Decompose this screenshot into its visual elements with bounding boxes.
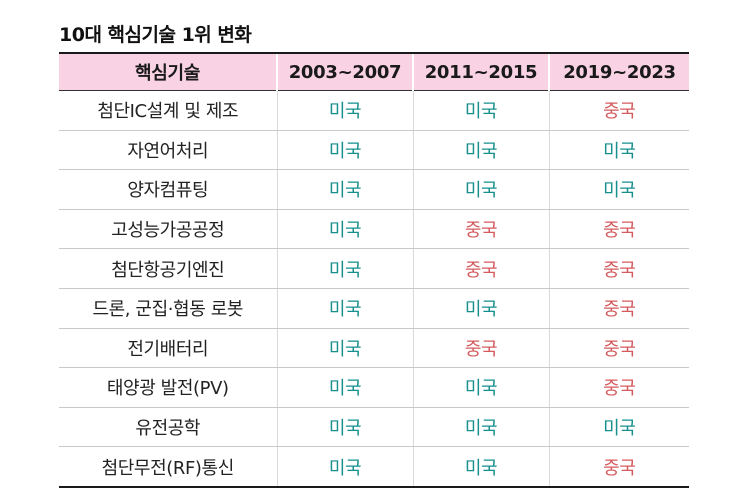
table-row: 첨단무전(RF)통신 미국 미국 중국 <box>59 446 689 488</box>
table-row: 첨단IC설계 및 제조 미국 미국 중국 <box>59 90 689 131</box>
table-row: 자연어처리 미국 미국 미국 <box>59 130 689 171</box>
tech-name-cell: 태양광 발전(PV) <box>59 367 277 408</box>
leader-cell: 중국 <box>548 367 689 408</box>
tech-name-cell: 첨단무전(RF)통신 <box>59 446 277 488</box>
header-period-2011-2015: 2011~2015 <box>412 52 549 91</box>
table-row: 첨단항공기엔진 미국 중국 중국 <box>59 248 689 289</box>
page-title: 10대 핵심기술 1위 변화 <box>59 24 252 46</box>
leader-cell: 미국 <box>276 248 413 289</box>
header-period-2019-2023: 2019~2023 <box>548 52 689 91</box>
leader-cell: 미국 <box>412 407 549 448</box>
leader-cell: 미국 <box>276 209 413 250</box>
tech-leader-table: 핵심기술 2003~2007 2011~2015 2019~2023 첨단IC설… <box>59 52 689 488</box>
leader-cell: 중국 <box>548 90 689 131</box>
leader-cell: 미국 <box>276 169 413 210</box>
leader-cell: 미국 <box>548 169 689 210</box>
leader-cell: 중국 <box>548 248 689 289</box>
leader-cell: 중국 <box>548 328 689 369</box>
leader-cell: 미국 <box>276 407 413 448</box>
leader-cell: 미국 <box>412 130 549 171</box>
leader-cell: 중국 <box>412 209 549 250</box>
header-period-2003-2007: 2003~2007 <box>276 52 413 91</box>
leader-cell: 중국 <box>548 209 689 250</box>
header-technology: 핵심기술 <box>59 52 277 91</box>
tech-name-cell: 양자컴퓨팅 <box>59 169 277 210</box>
tech-name-cell: 자연어처리 <box>59 130 277 171</box>
tech-name-cell: 유전공학 <box>59 407 277 448</box>
leader-cell: 중국 <box>548 288 689 329</box>
tech-name-cell: 첨단IC설계 및 제조 <box>59 90 277 131</box>
leader-cell: 미국 <box>276 446 413 488</box>
leader-cell: 미국 <box>276 288 413 329</box>
leader-cell: 미국 <box>412 90 549 131</box>
tech-name-cell: 첨단항공기엔진 <box>59 248 277 289</box>
leader-cell: 중국 <box>548 446 689 488</box>
table-row: 태양광 발전(PV) 미국 미국 중국 <box>59 367 689 408</box>
leader-cell: 미국 <box>412 446 549 488</box>
tech-name-cell: 드론, 군집·협동 로봇 <box>59 288 277 329</box>
table-row: 양자컴퓨팅 미국 미국 미국 <box>59 169 689 210</box>
leader-cell: 미국 <box>276 328 413 369</box>
leader-cell: 미국 <box>276 90 413 131</box>
leader-cell: 미국 <box>548 407 689 448</box>
leader-cell: 미국 <box>548 130 689 171</box>
leader-cell: 미국 <box>412 367 549 408</box>
leader-cell: 미국 <box>412 288 549 329</box>
leader-cell: 중국 <box>412 248 549 289</box>
table-row: 전기배터리 미국 중국 중국 <box>59 328 689 369</box>
tech-name-cell: 고성능가공공정 <box>59 209 277 250</box>
table-header-row: 핵심기술 2003~2007 2011~2015 2019~2023 <box>59 52 689 91</box>
table-row: 고성능가공공정 미국 중국 중국 <box>59 209 689 250</box>
leader-cell: 미국 <box>276 130 413 171</box>
table-row: 드론, 군집·협동 로봇 미국 미국 중국 <box>59 288 689 329</box>
leader-cell: 미국 <box>412 169 549 210</box>
leader-cell: 미국 <box>276 367 413 408</box>
table-row: 유전공학 미국 미국 미국 <box>59 407 689 448</box>
tech-name-cell: 전기배터리 <box>59 328 277 369</box>
leader-cell: 중국 <box>412 328 549 369</box>
